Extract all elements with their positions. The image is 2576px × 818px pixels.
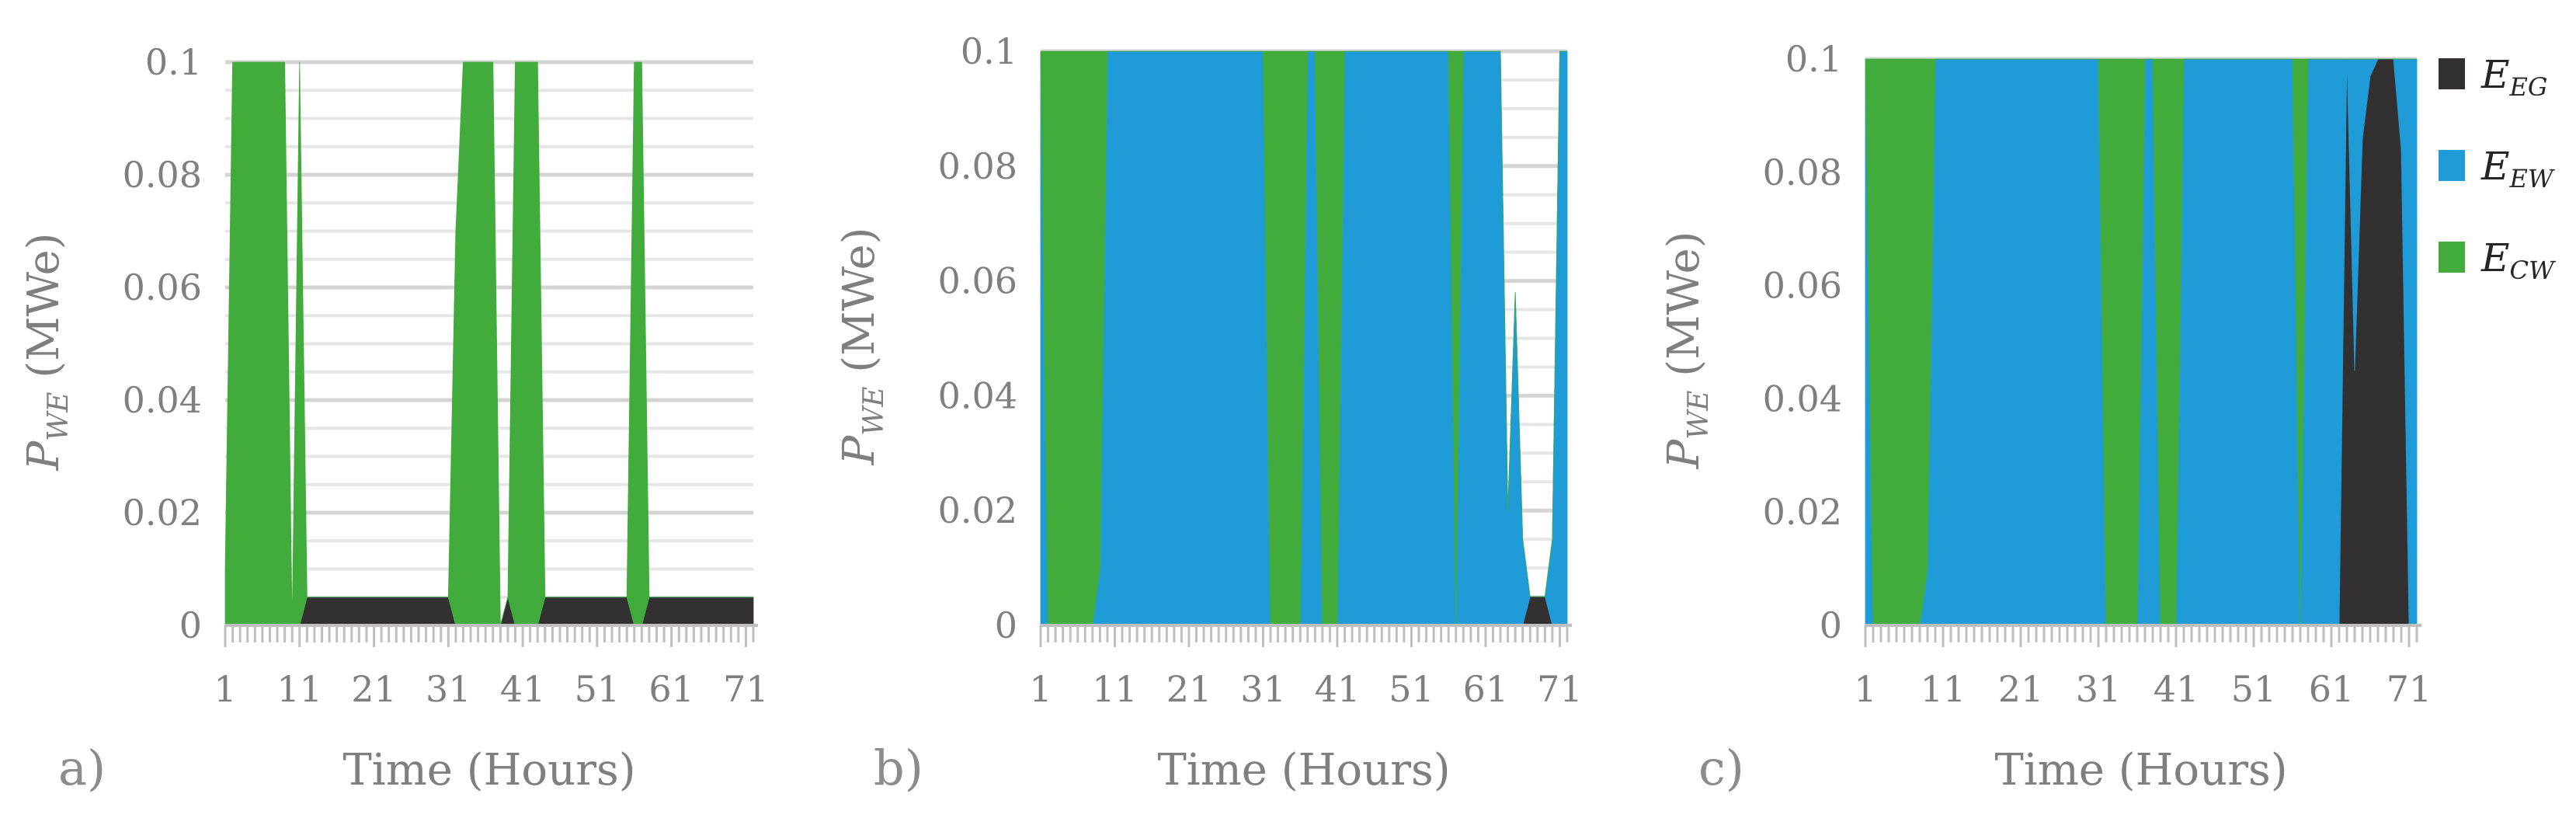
x-tick-label: 31 xyxy=(1240,668,1286,710)
chart-panel-3: 1 11 21 31 41 51 61 7100.020.040.060.080.1Time … xyxy=(1659,38,2432,796)
y-tick-label: 0.08 xyxy=(1763,151,1842,193)
y-tick-label: 0.02 xyxy=(123,492,202,534)
x-tick-label: 1 xyxy=(1029,668,1052,710)
x-axis-title: Time (Hours) xyxy=(1157,745,1450,795)
y-tick-label: 0.06 xyxy=(938,260,1017,302)
panel-label: b) xyxy=(874,740,923,796)
y-tick-label: 0.02 xyxy=(1763,491,1842,533)
x-tick-label: 51 xyxy=(575,668,621,710)
x-tick-label: 21 xyxy=(351,668,397,710)
legend-swatch xyxy=(2439,242,2465,273)
legend-label: EEG xyxy=(2480,52,2547,102)
y-tick-label: 0.02 xyxy=(938,489,1017,531)
x-tick-label: 61 xyxy=(1463,668,1509,710)
x-tick-label: 11 xyxy=(277,668,323,710)
x-axis-title: Time (Hours) xyxy=(342,745,635,795)
legend-swatch xyxy=(2439,58,2465,89)
x-tick-label: 21 xyxy=(1166,668,1212,710)
legend: EEG EEW ECW xyxy=(2439,52,2557,285)
chart-panel-2: 1 11 21 31 41 51 61 7100.020.040.060.080.1Time … xyxy=(834,30,1583,796)
x-tick-label: 11 xyxy=(1092,668,1138,710)
y-tick-label: 0.04 xyxy=(1763,378,1842,419)
x-tick-label: 71 xyxy=(1537,668,1583,710)
legend-label: EEW xyxy=(2480,144,2556,193)
x-tick-label: 71 xyxy=(2387,668,2432,710)
chart-panel-1: 1 11 21 31 41 51 61 7100.020.040.060.080.1Time … xyxy=(19,41,769,796)
y-axis-title: PWE (MWe) xyxy=(1659,231,1715,470)
y-tick-label: 0.1 xyxy=(1785,38,1842,80)
legend-label: ECW xyxy=(2480,235,2557,285)
y-tick-label: 0 xyxy=(995,604,1017,646)
legend-swatch xyxy=(2439,150,2465,181)
y-tick-label: 0.1 xyxy=(145,41,202,83)
x-tick-label: 1 xyxy=(214,668,236,710)
y-tick-label: 0.04 xyxy=(938,374,1017,416)
y-axis-title: PWE (MWe) xyxy=(19,233,75,472)
y-tick-label: 0.06 xyxy=(123,266,202,308)
x-tick-label: 21 xyxy=(1998,668,2044,710)
y-tick-label: 0.08 xyxy=(123,154,202,196)
x-tick-label: 11 xyxy=(1921,668,1966,710)
x-tick-label: 31 xyxy=(426,668,471,710)
y-tick-label: 0.08 xyxy=(938,145,1017,187)
y-tick-label: 0.06 xyxy=(1763,265,1842,307)
x-tick-label: 1 xyxy=(1854,668,1876,710)
x-tick-label: 41 xyxy=(500,668,546,710)
area-series-e-cw xyxy=(1865,58,2418,626)
x-tick-label: 61 xyxy=(648,668,694,710)
x-tick-label: 51 xyxy=(1389,668,1434,710)
x-tick-label: 31 xyxy=(2076,668,2122,710)
y-tick-label: 0 xyxy=(179,604,202,646)
x-tick-label: 51 xyxy=(2231,668,2277,710)
x-tick-label: 61 xyxy=(2309,668,2355,710)
panel-label: a) xyxy=(58,740,106,796)
area-series-e-cw xyxy=(1040,50,1568,626)
y-tick-label: 0.1 xyxy=(961,30,1017,72)
x-tick-label: 41 xyxy=(2154,668,2199,710)
x-tick-label: 71 xyxy=(723,668,769,710)
x-axis-title: Time (Hours) xyxy=(1994,745,2287,795)
area-series-e-cw xyxy=(224,61,754,626)
y-tick-label: 0 xyxy=(1820,604,1842,646)
y-tick-label: 0.04 xyxy=(123,379,202,421)
panel-label: c) xyxy=(1698,740,1744,796)
x-tick-label: 41 xyxy=(1315,668,1361,710)
y-axis-title: PWE (MWe) xyxy=(834,228,890,466)
